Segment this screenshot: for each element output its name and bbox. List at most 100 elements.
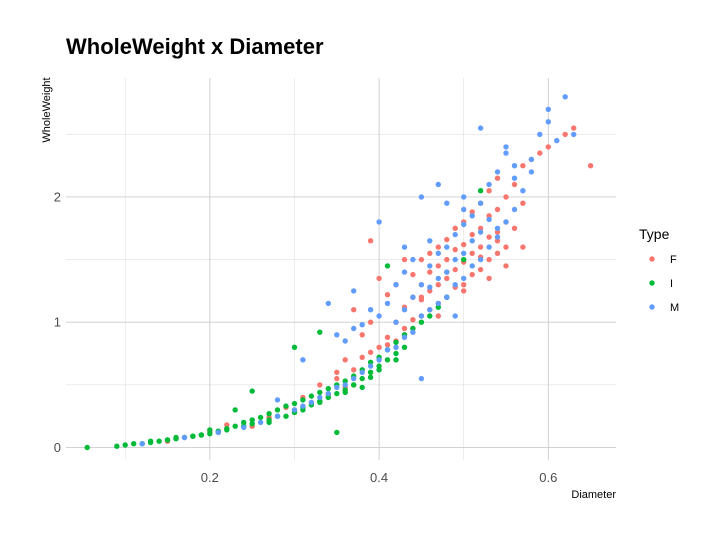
point-M-78 bbox=[503, 144, 509, 150]
legend-key-I bbox=[649, 280, 655, 286]
point-M-3 bbox=[241, 424, 247, 431]
point-M-15 bbox=[351, 375, 357, 382]
point-I-16 bbox=[232, 423, 238, 429]
point-M-73 bbox=[545, 106, 551, 113]
point-I-19 bbox=[249, 417, 255, 423]
point-I-60 bbox=[461, 256, 467, 263]
point-M-13 bbox=[342, 382, 348, 388]
point-I-24 bbox=[274, 407, 281, 413]
point-F-2 bbox=[224, 422, 230, 428]
point-I-46 bbox=[367, 369, 374, 375]
point-I-73 bbox=[190, 433, 196, 439]
point-M-62 bbox=[486, 216, 492, 223]
point-F-59 bbox=[469, 231, 475, 238]
point-I-39 bbox=[342, 378, 348, 384]
point-F-21 bbox=[376, 275, 382, 282]
point-F-18 bbox=[367, 349, 374, 355]
point-M-82 bbox=[418, 194, 425, 200]
point-M-43 bbox=[435, 250, 441, 256]
point-F-71 bbox=[494, 206, 501, 213]
point-M-36 bbox=[418, 282, 425, 288]
point-I-79 bbox=[342, 389, 348, 396]
point-M-57 bbox=[469, 213, 475, 219]
point-M-58 bbox=[477, 256, 484, 263]
point-F-70 bbox=[494, 229, 501, 235]
point-F-95 bbox=[418, 294, 425, 300]
point-M-4 bbox=[257, 419, 264, 426]
point-M-41 bbox=[435, 300, 441, 307]
grid-lines bbox=[66, 78, 616, 460]
point-M-71 bbox=[528, 156, 535, 163]
point-M-25 bbox=[393, 344, 399, 350]
point-I-85 bbox=[291, 344, 298, 350]
legend-label-I: I bbox=[670, 278, 673, 290]
point-M-76 bbox=[571, 131, 577, 138]
point-I-64 bbox=[198, 432, 205, 438]
point-F-72 bbox=[494, 175, 501, 181]
point-M-64 bbox=[494, 234, 501, 240]
point-F-44 bbox=[435, 244, 441, 250]
y-tick-label-1: 1 bbox=[54, 315, 61, 330]
point-M-86 bbox=[325, 300, 331, 307]
point-F-39 bbox=[427, 269, 433, 275]
point-M-0 bbox=[139, 441, 145, 447]
point-M-85 bbox=[351, 288, 357, 294]
legend-label-F: F bbox=[670, 254, 677, 266]
point-M-11 bbox=[334, 384, 340, 391]
point-I-35 bbox=[325, 385, 331, 392]
point-I-3 bbox=[131, 441, 137, 447]
point-I-26 bbox=[283, 413, 289, 419]
point-M-67 bbox=[503, 150, 509, 156]
point-F-57 bbox=[469, 271, 475, 278]
point-M-69 bbox=[511, 163, 518, 169]
point-M-23 bbox=[384, 347, 391, 353]
point-M-54 bbox=[461, 194, 467, 200]
point-M-27 bbox=[393, 282, 399, 288]
point-M-38 bbox=[427, 284, 433, 290]
point-M-28 bbox=[401, 334, 408, 340]
point-I-58 bbox=[435, 304, 441, 310]
point-M-37 bbox=[427, 307, 433, 313]
point-M-68 bbox=[511, 206, 518, 213]
point-M-10 bbox=[325, 390, 331, 397]
point-M-35 bbox=[418, 313, 425, 319]
point-F-40 bbox=[427, 250, 433, 256]
point-M-39 bbox=[427, 263, 433, 269]
point-I-13 bbox=[207, 427, 213, 433]
point-F-52 bbox=[452, 225, 458, 231]
point-I-51 bbox=[393, 339, 399, 345]
point-M-2 bbox=[215, 429, 221, 436]
point-I-48 bbox=[376, 363, 382, 369]
point-M-87 bbox=[300, 357, 306, 363]
point-F-75 bbox=[503, 194, 509, 200]
data-points bbox=[84, 94, 594, 451]
x-tick-label-1: 0.4 bbox=[370, 470, 388, 485]
point-M-9 bbox=[317, 394, 323, 401]
point-F-51 bbox=[452, 246, 458, 253]
point-M-84 bbox=[376, 219, 382, 225]
x-axis-title: Diameter bbox=[571, 489, 616, 501]
point-M-66 bbox=[503, 219, 509, 225]
point-I-80 bbox=[367, 374, 374, 380]
point-M-24 bbox=[384, 300, 391, 307]
point-M-33 bbox=[410, 256, 416, 263]
point-I-45 bbox=[367, 359, 374, 365]
point-F-85 bbox=[587, 163, 594, 169]
point-F-29 bbox=[401, 256, 408, 263]
point-F-17 bbox=[359, 332, 365, 338]
point-I-6 bbox=[156, 438, 162, 444]
point-I-62 bbox=[147, 438, 154, 444]
point-M-19 bbox=[367, 363, 374, 369]
point-F-16 bbox=[359, 354, 365, 360]
point-I-84 bbox=[384, 263, 391, 269]
point-F-61 bbox=[477, 266, 484, 273]
point-F-98 bbox=[494, 238, 501, 244]
point-M-26 bbox=[393, 319, 399, 325]
point-F-14 bbox=[351, 367, 357, 373]
point-I-82 bbox=[334, 429, 340, 436]
point-M-14 bbox=[342, 338, 348, 344]
point-I-76 bbox=[266, 417, 272, 423]
point-F-43 bbox=[435, 263, 441, 269]
point-M-91 bbox=[494, 225, 501, 231]
point-F-19 bbox=[367, 238, 374, 244]
